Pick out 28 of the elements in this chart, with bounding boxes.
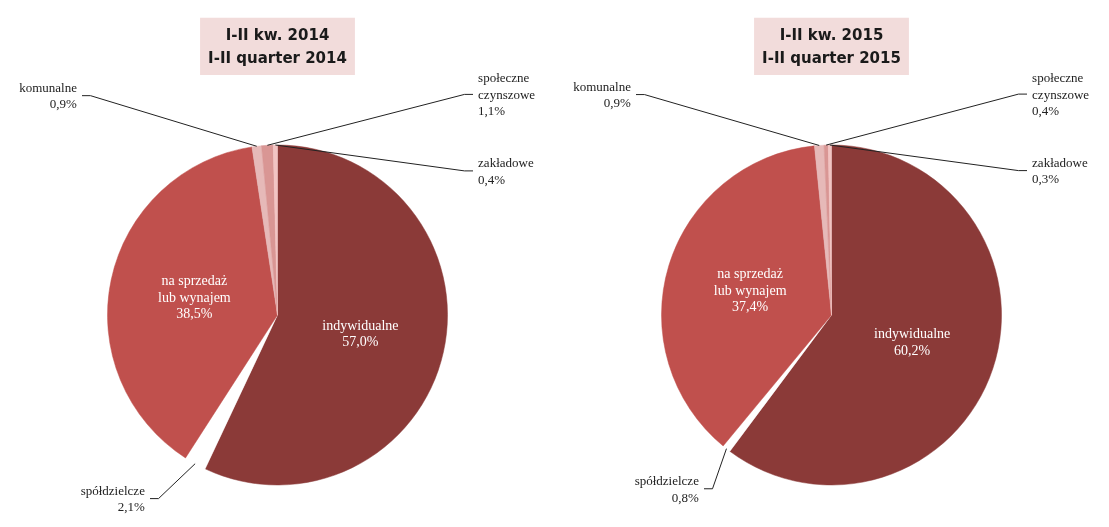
slice-label: społeczne czynszowe: [478, 70, 536, 102]
slice-label: społeczne czynszowe: [1032, 70, 1090, 102]
slice-label: zakładowe: [478, 155, 534, 171]
slice-label: na sprzedaż lub wynajem: [713, 266, 787, 298]
chart-subtitle: I-II quarter 2015: [762, 49, 901, 68]
slice-label: spółdzielcze: [80, 482, 146, 498]
data-label: 0,3%: [1032, 171, 1060, 187]
slice-label: indywidualne: [874, 326, 951, 342]
data-label: 0,4%: [1032, 103, 1060, 119]
data-label: 0,9%: [49, 96, 78, 112]
slice-label: komunalne: [573, 78, 632, 94]
slice-label: spółdzielcze: [634, 473, 700, 489]
slice-label: na sprzedaż lub wynajem: [158, 273, 231, 305]
chart-title: I-II kw. 2014: [225, 25, 330, 44]
slice-label: komunalne: [19, 79, 78, 95]
slice-label: zakładowe: [1032, 154, 1088, 170]
data-label: 1,1%: [478, 103, 506, 119]
data-label: 0,8%: [671, 489, 700, 505]
data-label: 60,2%: [894, 342, 931, 358]
slice-label: indywidualne: [322, 317, 399, 333]
data-label: 57,0%: [342, 334, 379, 350]
data-label: 37,4%: [732, 299, 769, 315]
chart-subtitle: I-II quarter 2014: [208, 49, 347, 68]
data-label: 0,4%: [478, 171, 506, 187]
data-label: 2,1%: [117, 499, 146, 515]
data-label: 38,5%: [176, 306, 213, 322]
chart-title: I-II kw. 2015: [779, 25, 884, 44]
data-label: 0,9%: [603, 95, 632, 111]
